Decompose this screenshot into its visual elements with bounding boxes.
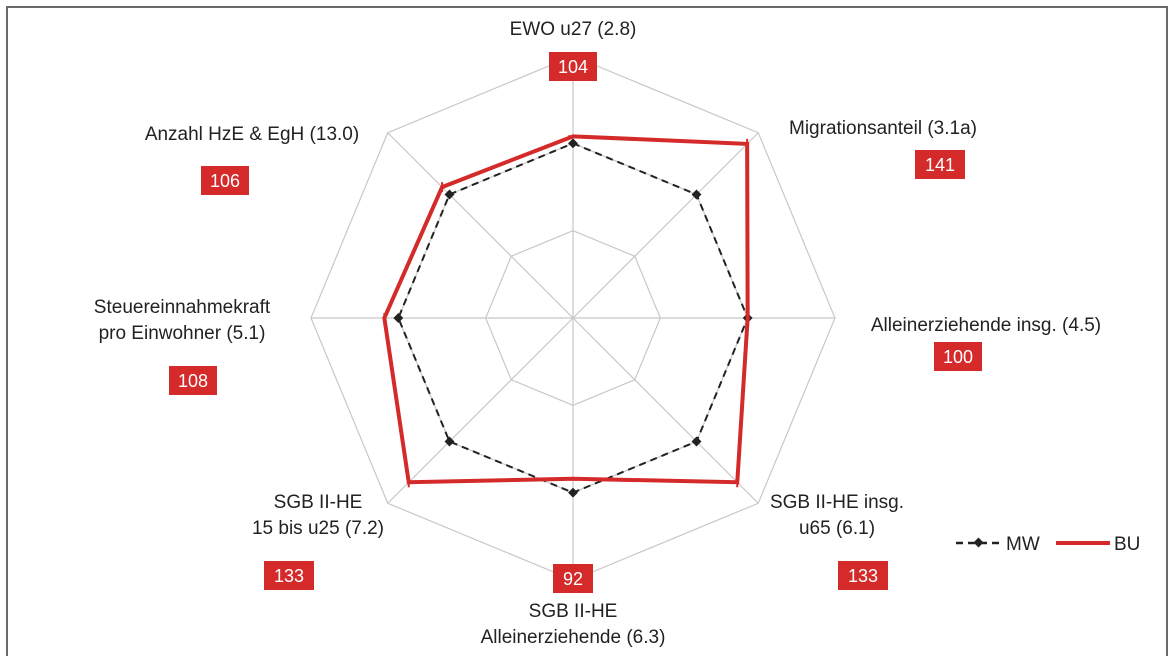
axis-label-6-line-1: pro Einwohner (5.1) <box>99 323 266 344</box>
spoke-7 <box>387 132 574 319</box>
spoke-1 <box>572 132 759 319</box>
axis-label-6-line-0: Steuereinnahmekraft <box>94 297 271 318</box>
value-badge-6 <box>169 366 217 395</box>
series-bu-line <box>382 134 750 485</box>
axis-label-0-line-0: EWO u27 (2.8) <box>510 19 637 40</box>
value-badge-text-0: 104 <box>558 57 588 77</box>
series-mw-point <box>568 138 578 149</box>
value-badge-text-7: 106 <box>210 171 240 191</box>
axis-label-5-line-1: 15 bis u25 (7.2) <box>252 518 384 539</box>
value-badge-7 <box>201 166 249 195</box>
series-mw-point <box>691 436 702 447</box>
value-badge-1 <box>915 150 965 179</box>
value-badge-text-1: 141 <box>925 155 955 175</box>
series-mw-point <box>691 189 702 200</box>
series-mw-point <box>444 436 455 447</box>
value-badge-text-5: 133 <box>274 566 304 586</box>
spoke-3 <box>572 317 759 504</box>
legend-mw-marker <box>973 537 984 548</box>
value-badge-2 <box>934 342 982 371</box>
spoke-5 <box>387 317 574 504</box>
series-layer <box>382 134 753 498</box>
axis-label-4-line-0: SGB II-HE <box>529 601 618 622</box>
axis-label-7-line-0: Anzahl HzE & EgH (13.0) <box>145 124 359 145</box>
legend-mw-label: MW <box>1006 534 1040 555</box>
series-mw-point <box>568 487 578 498</box>
value-badge-0 <box>549 52 597 81</box>
axis-label-5-line-0: SGB II-HE <box>274 492 363 513</box>
value-badge-text-3: 133 <box>848 566 878 586</box>
chart-frame <box>6 6 1168 656</box>
axis-label-2-line-0: Alleinerziehende insg. (4.5) <box>871 315 1101 336</box>
value-badge-3 <box>838 561 888 590</box>
radar-spokes <box>311 56 835 580</box>
legend-bu-label: BU <box>1114 534 1140 555</box>
axis-labels: EWO u27 (2.8) 104 Migrationsanteil (3.1a) 1… <box>94 19 1101 648</box>
value-badge-text-4: 92 <box>563 569 583 589</box>
axis-label-1-line-0: Migrationsanteil (3.1a) <box>789 118 977 139</box>
series-mw-point <box>393 313 404 323</box>
axis-label-3-line-0: SGB II-HE insg. <box>770 492 904 513</box>
legend: MW BU <box>956 534 1140 555</box>
value-badge-5 <box>264 561 314 590</box>
series-mw-point <box>444 189 455 200</box>
axis-label-3-line-1: u65 (6.1) <box>799 518 875 539</box>
value-badge-text-6: 108 <box>178 371 208 391</box>
value-badge-4 <box>553 564 593 593</box>
axis-label-4-line-1: Alleinerziehende (6.3) <box>481 627 666 648</box>
value-badge-text-2: 100 <box>943 347 973 367</box>
